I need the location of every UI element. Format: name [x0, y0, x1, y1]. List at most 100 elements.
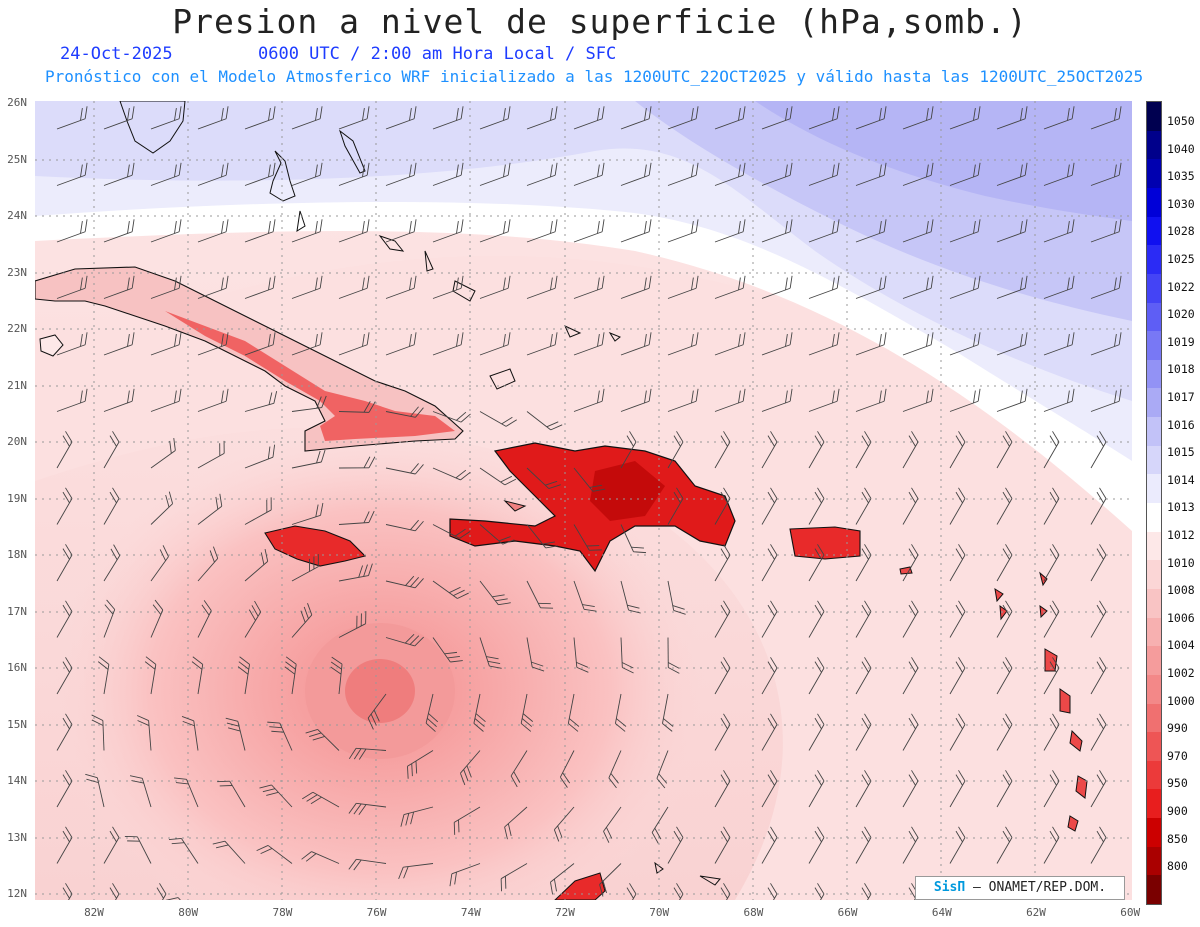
colorbar-label: 1010	[1167, 555, 1195, 570]
wind-barb	[714, 219, 746, 243]
wind-barb	[479, 637, 502, 669]
wind-barb	[526, 637, 545, 672]
colorbar-label: 1025	[1167, 252, 1195, 266]
wind-barb	[244, 162, 276, 186]
wind-barb	[996, 162, 1028, 186]
wind-barb	[996, 332, 1028, 356]
lon-label: 78W	[272, 906, 293, 919]
colorbar-cell	[1147, 245, 1161, 275]
wind-barb	[573, 106, 605, 130]
wind-barb	[1043, 219, 1075, 243]
wind-barb	[197, 275, 229, 299]
wind-barb	[330, 656, 343, 695]
colorbar-label: 1017	[1167, 390, 1195, 404]
wind-barb	[855, 487, 872, 525]
wind-barb	[761, 544, 778, 582]
wind-barb	[855, 275, 887, 299]
wind-barb	[150, 545, 169, 582]
wind-barb	[620, 431, 637, 469]
wind-barb	[949, 388, 981, 412]
wind-barb	[291, 502, 324, 525]
wind-barb	[855, 883, 872, 900]
wind-barb	[385, 633, 424, 647]
wind-barb	[1090, 770, 1107, 808]
wind-barb	[168, 838, 199, 864]
wind-barb	[714, 770, 731, 808]
wind-barb	[573, 388, 605, 412]
wind-barb	[244, 600, 262, 638]
wind-barb	[174, 777, 199, 808]
wind-barb	[855, 600, 872, 638]
wind-barb	[949, 332, 981, 356]
credit-box: SisΠ – ONAMET/REP.DOM.	[915, 876, 1125, 900]
wind-barb	[479, 411, 517, 427]
lon-label: 68W	[743, 906, 764, 919]
wind-barb	[338, 563, 373, 582]
wind-barb	[338, 106, 370, 130]
wind-barb	[1043, 431, 1060, 469]
wind-barb	[1043, 657, 1060, 695]
wind-barb	[996, 275, 1028, 299]
wind-barb	[56, 883, 73, 900]
wind-barb	[1043, 826, 1060, 864]
wind-barb	[808, 600, 825, 638]
colorbar-label: 1022	[1167, 279, 1195, 294]
wind-barb	[244, 275, 276, 299]
wind-barb	[667, 431, 684, 469]
wind-barb	[432, 275, 464, 299]
wind-barb	[761, 657, 778, 695]
wind-barb	[432, 219, 464, 243]
lon-label: 80W	[178, 906, 199, 919]
wind-barb	[103, 388, 135, 412]
colorbar-cell	[1147, 818, 1161, 848]
wind-barb	[808, 162, 840, 186]
wind-barb	[526, 467, 561, 490]
colorbar-label: 1012	[1167, 528, 1195, 542]
colorbar-cell	[1147, 789, 1161, 819]
wind-barb	[56, 657, 73, 695]
wind-barb	[996, 106, 1028, 130]
forecast-time: 0600 UTC / 2:00 am Hora Local / SFC	[258, 44, 617, 64]
wind-barb	[103, 275, 135, 299]
wind-barb	[526, 411, 563, 431]
wind-barb	[302, 791, 340, 808]
wind-barb	[291, 332, 323, 356]
lon-label: 62W	[1026, 906, 1046, 919]
wind-barb	[902, 332, 934, 356]
wind-barb	[56, 332, 88, 356]
wind-barb	[808, 431, 825, 469]
wind-barb	[385, 332, 417, 356]
wind-barb	[667, 637, 680, 674]
lon-label: 76W	[366, 906, 387, 919]
wind-barb	[338, 611, 367, 638]
wind-barb	[996, 657, 1013, 695]
wind-barb	[902, 544, 919, 582]
wind-barb	[197, 546, 219, 582]
wind-barb	[385, 219, 417, 243]
wind-barb	[902, 487, 919, 525]
wind-barb	[338, 401, 376, 413]
wind-barb	[56, 388, 88, 412]
wind-barb	[197, 388, 229, 412]
colorbar-cell	[1147, 646, 1161, 676]
wind-barb	[808, 770, 825, 808]
wind-barb	[103, 106, 135, 130]
wind-barb	[714, 332, 746, 356]
colorbar-cell	[1147, 302, 1161, 332]
wind-barb	[761, 219, 793, 243]
wind-barb	[150, 162, 182, 186]
wind-barb	[714, 826, 731, 864]
wind-barb	[432, 637, 463, 663]
wind-barb	[855, 770, 872, 808]
wind-barb	[949, 431, 966, 469]
wind-barb	[124, 835, 152, 864]
colorbar-cell	[1147, 588, 1161, 619]
colorbar-label: 1014	[1167, 472, 1195, 487]
wind-barb	[620, 580, 641, 614]
wind-barb	[761, 431, 778, 469]
wind-barb	[662, 693, 674, 732]
wind-barb	[150, 437, 176, 469]
lon-label: 74W	[460, 906, 481, 919]
wind-barb	[103, 431, 120, 469]
wind-barb	[526, 106, 558, 130]
